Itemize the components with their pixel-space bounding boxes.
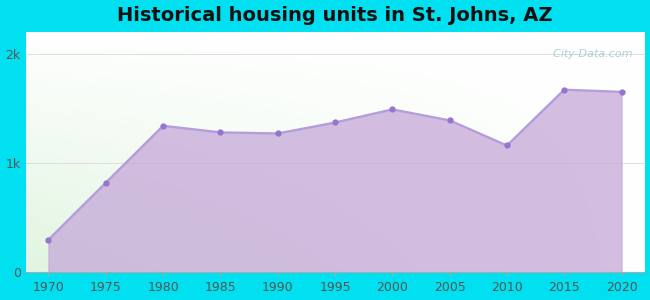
Text: City-Data.com: City-Data.com xyxy=(545,49,632,58)
Title: Historical housing units in St. Johns, AZ: Historical housing units in St. Johns, A… xyxy=(117,6,552,25)
